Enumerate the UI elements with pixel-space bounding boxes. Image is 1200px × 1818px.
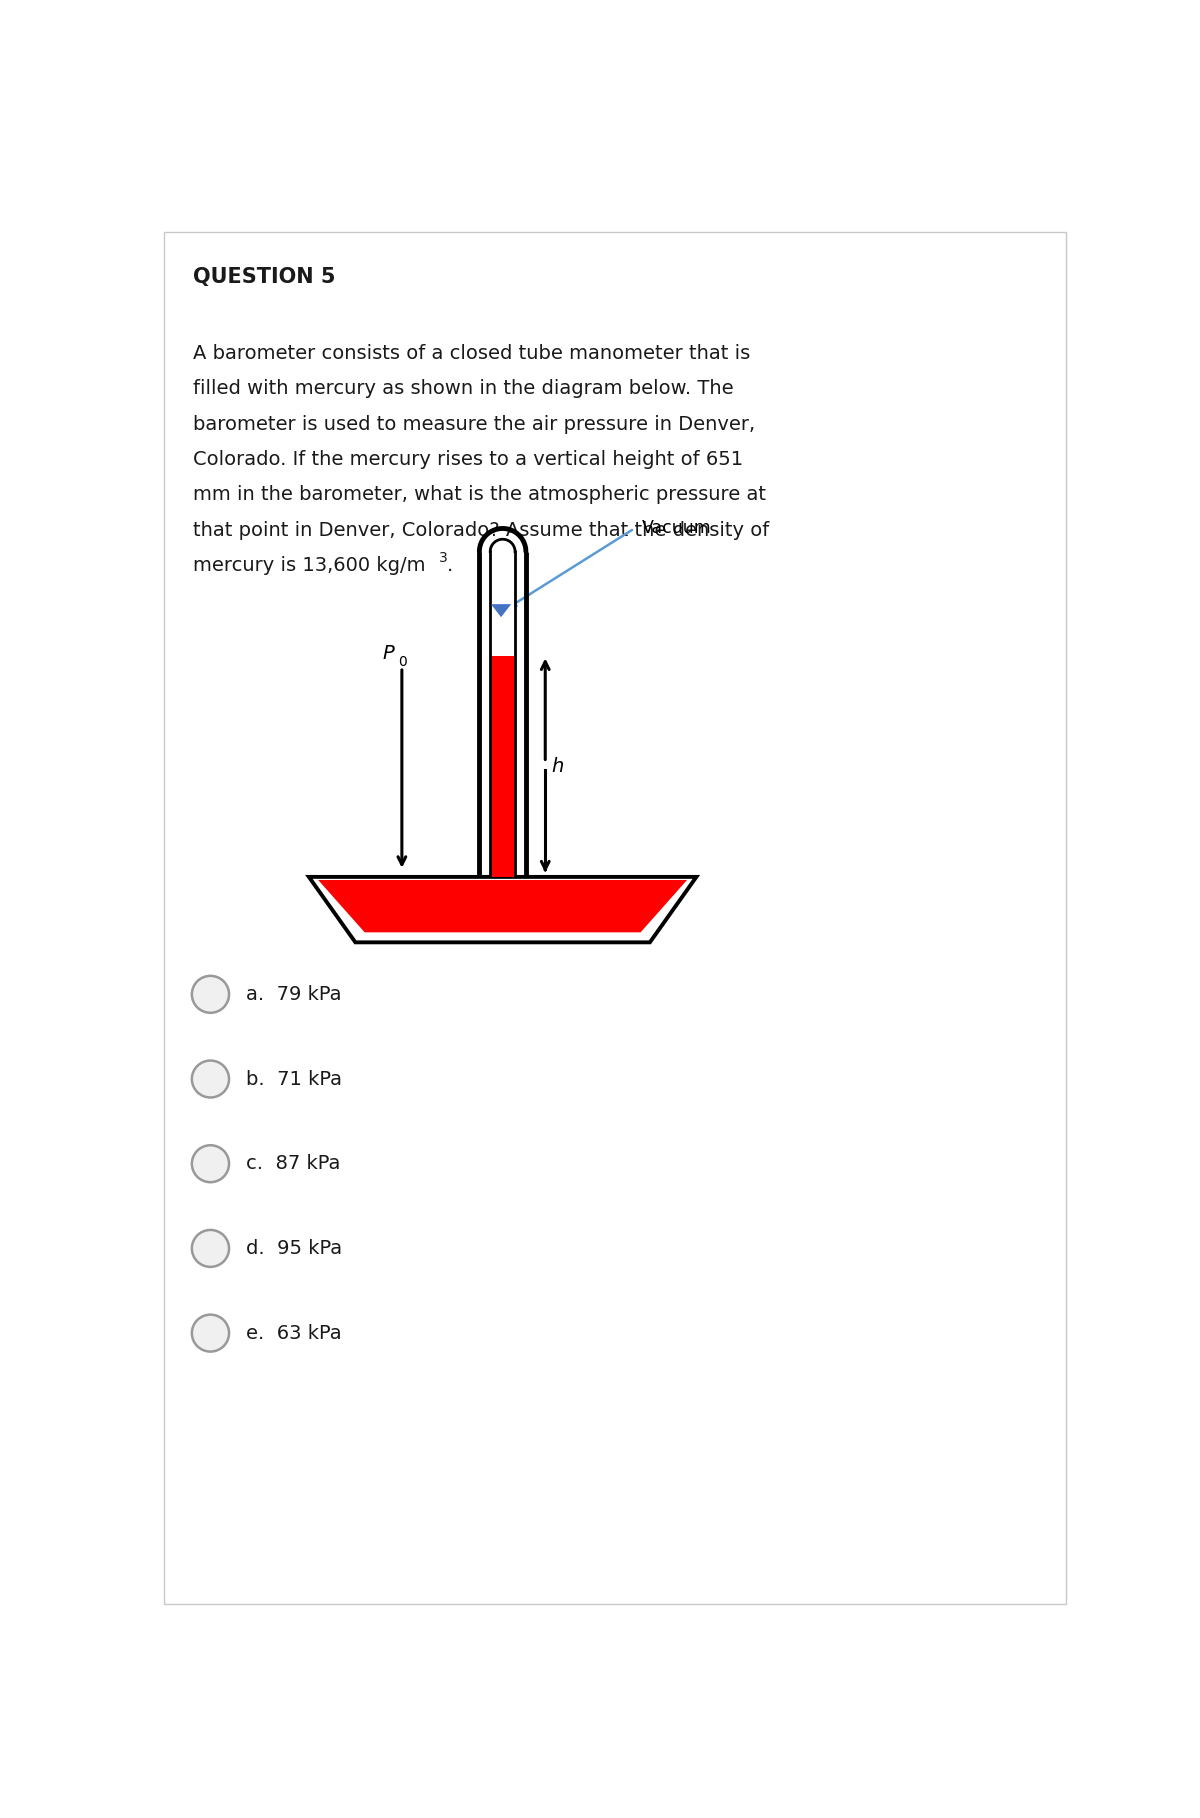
Text: A barometer consists of a closed tube manometer that is: A barometer consists of a closed tube ma…	[193, 344, 750, 362]
FancyBboxPatch shape	[164, 233, 1066, 1603]
Text: mm in the barometer, what is the atmospheric pressure at: mm in the barometer, what is the atmosph…	[193, 485, 766, 504]
Text: a.  79 kPa: a. 79 kPa	[246, 985, 342, 1004]
Text: h: h	[552, 756, 564, 776]
Bar	[491, 656, 515, 876]
Text: barometer is used to measure the air pressure in Denver,: barometer is used to measure the air pre…	[193, 415, 755, 433]
Circle shape	[192, 976, 229, 1013]
Polygon shape	[318, 880, 688, 933]
Text: b.  71 kPa: b. 71 kPa	[246, 1069, 342, 1089]
Circle shape	[192, 1231, 229, 1267]
Text: 3: 3	[439, 551, 448, 565]
Text: .: .	[446, 556, 454, 574]
Circle shape	[192, 1314, 229, 1351]
Polygon shape	[491, 604, 511, 616]
Text: Colorado. If the mercury rises to a vertical height of 651: Colorado. If the mercury rises to a vert…	[193, 449, 743, 469]
Text: 0: 0	[398, 654, 407, 669]
Circle shape	[192, 1060, 229, 1098]
Polygon shape	[308, 876, 696, 942]
Text: c.  87 kPa: c. 87 kPa	[246, 1154, 341, 1173]
Text: filled with mercury as shown in the diagram below. The: filled with mercury as shown in the diag…	[193, 380, 733, 398]
Text: d.  95 kPa: d. 95 kPa	[246, 1238, 342, 1258]
Text: QUESTION 5: QUESTION 5	[193, 267, 335, 287]
Text: Vacuum: Vacuum	[642, 520, 712, 538]
Text: e.  63 kPa: e. 63 kPa	[246, 1324, 342, 1344]
Circle shape	[192, 1145, 229, 1182]
Text: that point in Denver, Colorado? Assume that the density of: that point in Denver, Colorado? Assume t…	[193, 520, 769, 540]
Bar	[491, 551, 515, 656]
Text: mercury is 13,600 kg/m: mercury is 13,600 kg/m	[193, 556, 425, 574]
Text: P: P	[383, 644, 395, 664]
